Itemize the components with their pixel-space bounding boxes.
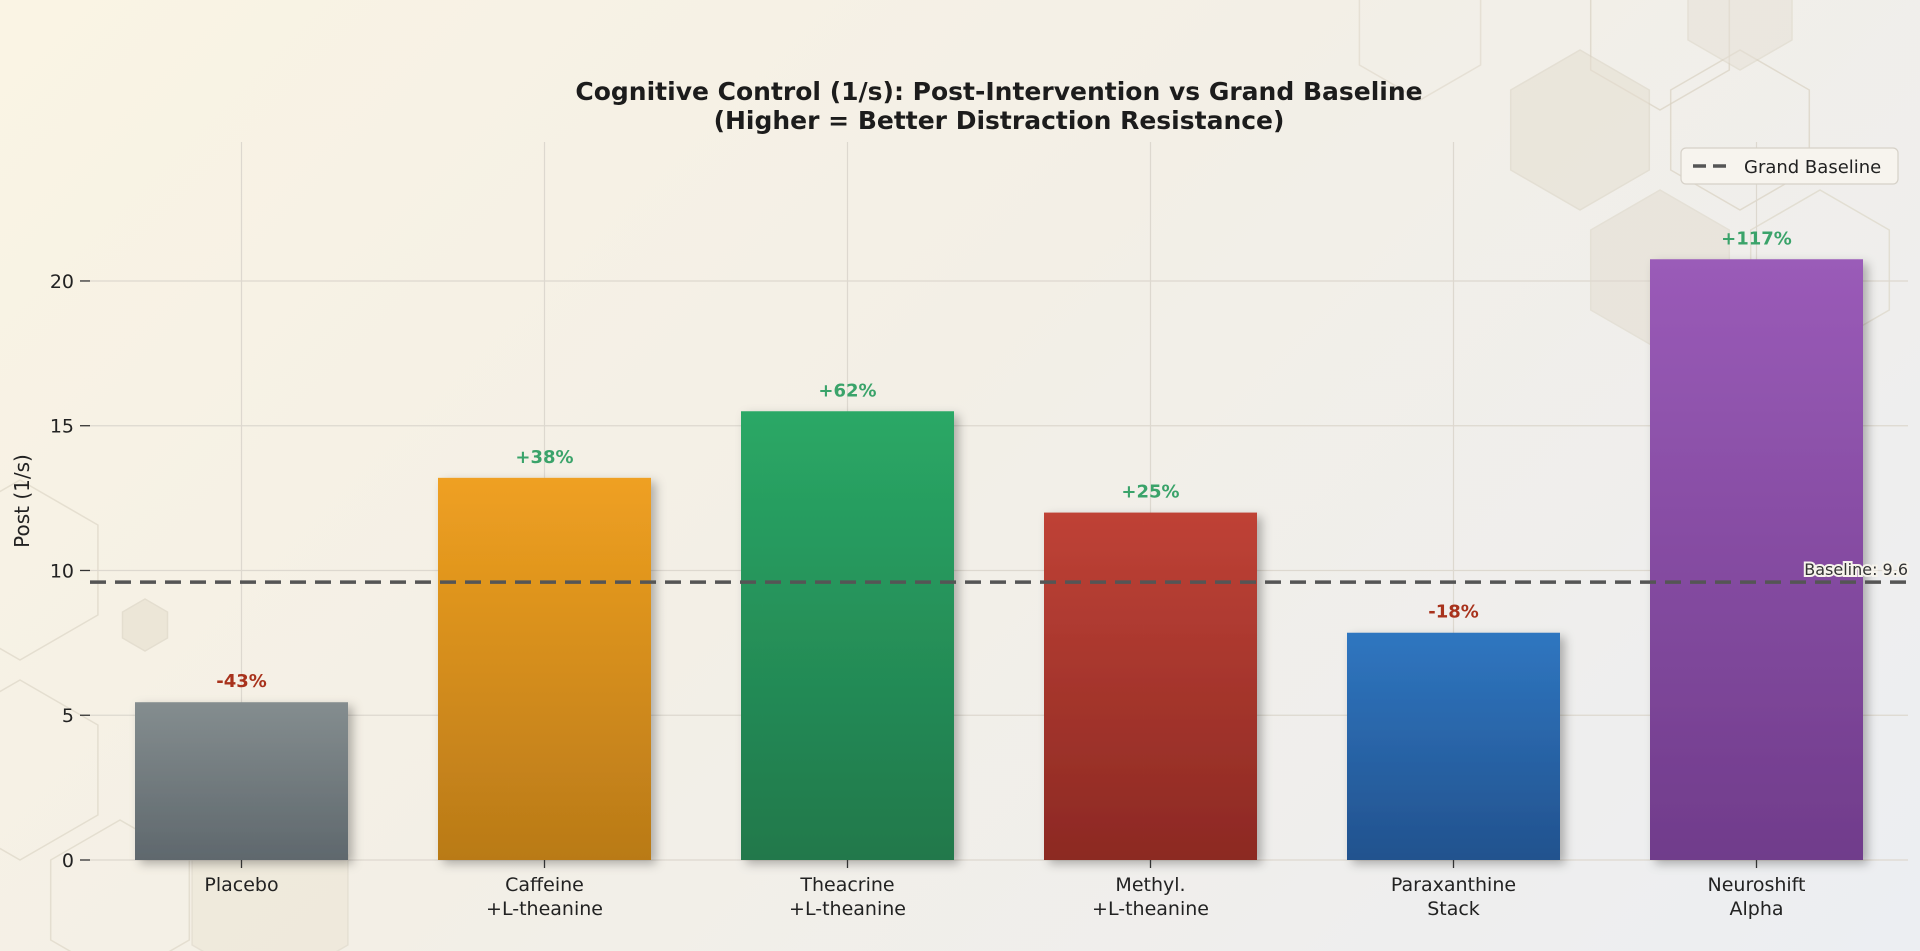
- x-tick-label: Caffeine +L-theanine: [486, 874, 603, 920]
- baseline-value-label: Baseline: 9.6: [1804, 560, 1908, 579]
- chart-title: Cognitive Control (1/s): Post-Interventi…: [575, 77, 1422, 106]
- data-labels: -43% +38% +62% +25% -18% +117%: [216, 228, 1792, 692]
- chart-subtitle: (Higher = Better Distraction Resistance): [714, 106, 1285, 135]
- x-tick-label: Methyl. +L-theanine: [1092, 874, 1209, 920]
- bar-paraxanthine-stack: [1347, 632, 1560, 860]
- legend: Grand Baseline: [1680, 147, 1899, 185]
- y-tick-label: 5: [62, 705, 74, 727]
- change-label: +25%: [1121, 482, 1179, 503]
- y-axis-label: Post (1/s): [10, 454, 34, 548]
- legend-entry: Grand Baseline: [1744, 157, 1881, 178]
- legend-box: [1680, 147, 1899, 185]
- y-axis: 0 5 10 15 20: [50, 271, 90, 872]
- change-label: +117%: [1721, 228, 1792, 249]
- baseline-line: Baseline: 9.6: [90, 558, 1910, 584]
- bar-neuroshift-alpha: [1650, 259, 1863, 860]
- bar-series: [135, 259, 1863, 860]
- y-tick-label: 10: [50, 560, 74, 582]
- x-tick-label: Placebo: [204, 874, 278, 896]
- x-tick-label: Theacrine +L-theanine: [789, 874, 906, 920]
- x-axis: Placebo Caffeine +L-theanine Theacrine +L-th…: [204, 860, 1806, 920]
- change-label: -43%: [216, 671, 267, 692]
- y-tick-label: 0: [62, 850, 74, 872]
- bar-methyl-l-theanine: [1044, 512, 1257, 860]
- x-tick-label: Neuroshift Alpha: [1708, 874, 1806, 920]
- bar-placebo: [135, 702, 348, 860]
- bar-theacrine-l-theanine: [741, 411, 954, 860]
- change-label: +62%: [818, 380, 876, 401]
- bar-caffeine-l-theanine: [438, 477, 651, 860]
- x-tick-label: Paraxanthine Stack: [1391, 874, 1516, 920]
- y-tick-label: 20: [50, 271, 74, 293]
- change-label: -18%: [1428, 602, 1479, 623]
- y-tick-label: 15: [50, 416, 74, 438]
- change-label: +38%: [515, 447, 573, 468]
